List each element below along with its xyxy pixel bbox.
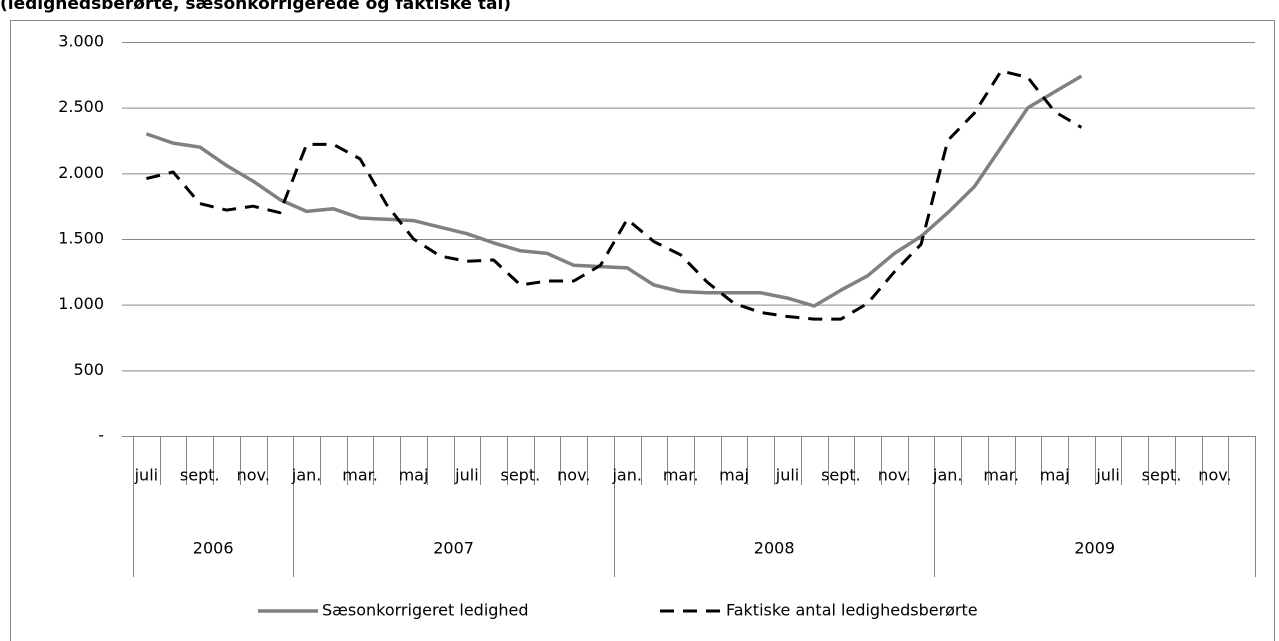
chart-border (10, 20, 1275, 641)
y-tick-label: 1.500 (58, 229, 104, 248)
x-tick-label: juli (775, 466, 799, 485)
line-series (145, 74, 1083, 308)
x-tick-label: maj (1040, 466, 1070, 485)
x-group-label: 2009 (1074, 539, 1115, 558)
x-tick-label: jan. (611, 466, 641, 485)
x-tick-label: sept. (180, 466, 220, 485)
x-tick-label: sept. (821, 466, 861, 485)
x-tick-label: sept. (501, 466, 541, 485)
x-tick-label: mar. (983, 466, 1019, 485)
x-tick-label: sept. (1142, 466, 1182, 485)
x-tick-label: jan. (291, 466, 321, 485)
y-tick-label: 3.000 (58, 32, 104, 51)
x-tick-label: mar. (663, 466, 699, 485)
x-group-label: 2006 (193, 539, 234, 558)
x-tick-label: juli (134, 466, 158, 485)
x-tick-label: maj (399, 466, 429, 485)
legend-label: Sæsonkorrigeret ledighed (322, 601, 529, 620)
legend-label: Faktiske antal ledighedsberørte (726, 601, 978, 620)
chart-title: (ledighedsberørte, sæsonkorrigerede og f… (0, 0, 511, 14)
x-tick-label: nov. (1198, 466, 1231, 485)
x-group-label: 2008 (754, 539, 795, 558)
x-tick-label: nov. (237, 466, 270, 485)
line-series (146, 69, 1083, 321)
y-tick-label: 500 (73, 360, 104, 379)
y-tick-label: 2.000 (58, 163, 104, 182)
x-tick-label: jan. (932, 466, 962, 485)
x-tick-label: juli (454, 466, 478, 485)
x-tick-label: mar. (342, 466, 378, 485)
x-tick-label: juli (1095, 466, 1119, 485)
x-tick-label: maj (719, 466, 749, 485)
y-tick-label: - (98, 426, 104, 445)
x-tick-label: nov. (878, 466, 911, 485)
x-group-label: 2007 (433, 539, 474, 558)
x-tick-label: nov. (557, 466, 590, 485)
y-tick-label: 1.000 (58, 294, 104, 313)
y-tick-label: 2.500 (58, 97, 104, 116)
